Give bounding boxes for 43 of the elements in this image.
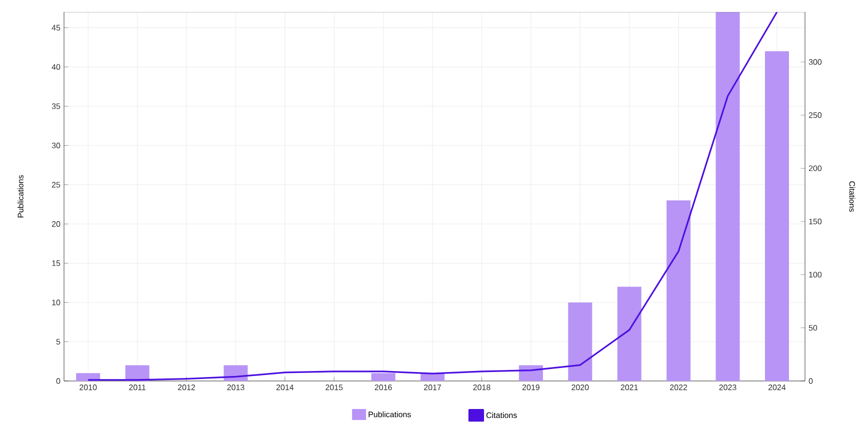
x-tick-label: 2024 (768, 384, 786, 390)
x-tick-label: 2022 (670, 384, 688, 390)
x-tick-label: 2011 (129, 384, 146, 390)
y-tick-label: 5 (56, 338, 60, 345)
y-tick-label: 25 (52, 182, 60, 188)
bar (617, 286, 642, 381)
y-tick-label: 45 (52, 24, 60, 30)
y-tick-label: 20 (52, 221, 60, 227)
y2-tick-label: 100 (809, 272, 822, 278)
x-tick-label: 2016 (374, 384, 392, 390)
y2-tick-label: 300 (808, 59, 822, 65)
x-tick-label: 2023 (719, 384, 736, 390)
x-tick-label: 2019 (522, 384, 540, 390)
x-tick-label: 2018 (473, 384, 490, 390)
y-tick-label: 40 (52, 64, 60, 70)
y-axis-title: Publications (18, 175, 24, 218)
bar (666, 200, 691, 381)
y2-tick-label: 250 (808, 112, 822, 118)
y2-tick-label: 0 (808, 378, 813, 384)
bar (764, 51, 789, 381)
legend-label: Citations (486, 412, 517, 418)
x-tick-label: 2021 (620, 384, 638, 390)
x-tick-label: 2014 (276, 384, 294, 390)
y2-tick-label: 200 (808, 165, 822, 172)
y-tick-label: 15 (52, 260, 60, 266)
legend-label: Publications (368, 411, 411, 418)
y-tick-label: 35 (52, 103, 60, 110)
y-tick-label: 10 (52, 300, 60, 306)
y-tick-label: 0 (56, 378, 60, 384)
x-tick-label: 2010 (80, 384, 97, 390)
x-tick-label: 2017 (424, 384, 442, 390)
bar (76, 373, 100, 381)
x-tick-label: 2015 (326, 384, 343, 390)
y2-axis-title: Citations (849, 181, 856, 212)
x-tick-label: 2020 (572, 384, 589, 390)
x-tick-label: 2012 (178, 384, 196, 390)
y2-tick-label: 150 (809, 218, 822, 224)
bar (371, 373, 396, 381)
y2-tick-label: 50 (808, 324, 818, 331)
bar (716, 12, 740, 381)
y-tick-label: 30 (52, 142, 60, 148)
x-tick-label: 2013 (227, 384, 244, 390)
bar (568, 302, 592, 381)
